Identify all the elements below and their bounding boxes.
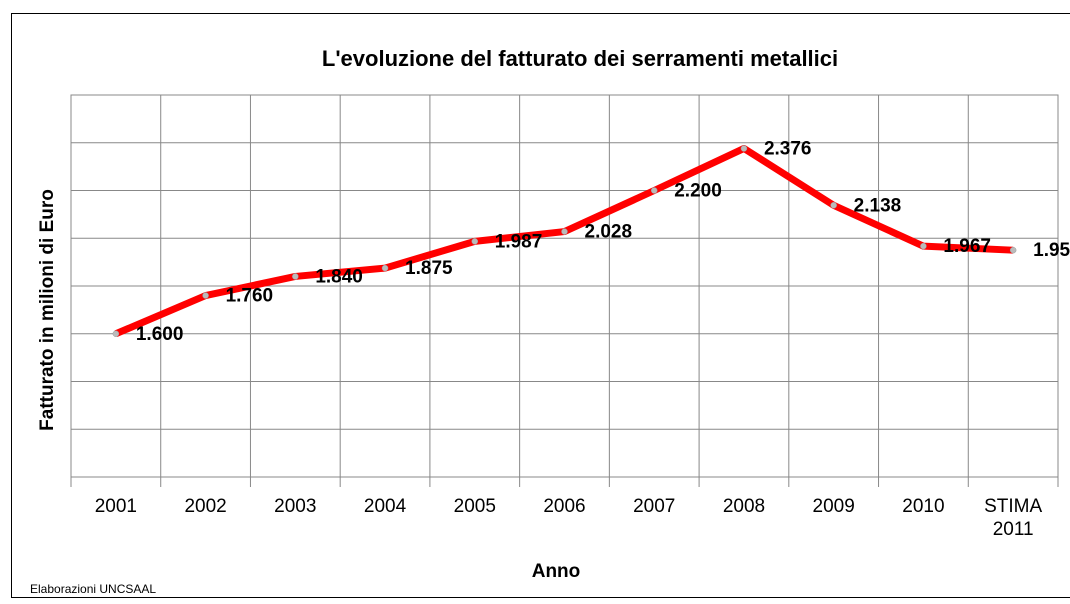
data-label: 1.987 [495, 231, 543, 252]
data-label: 2.028 [585, 222, 633, 243]
x-tick-label: 2002 [184, 496, 227, 517]
chart-border [11, 13, 1070, 598]
data-point [381, 264, 389, 272]
data-point [202, 292, 209, 299]
data-point [471, 238, 479, 245]
data-point [650, 187, 658, 194]
x-tick-label: 2009 [812, 496, 855, 517]
chart-title: L'evoluzione del fatturato dei serrament… [322, 46, 838, 71]
data-label: 1.600 [136, 324, 184, 345]
data-label: 1.840 [315, 266, 363, 287]
data-label: 1.875 [405, 258, 453, 279]
data-point [112, 330, 120, 337]
x-tick-label: 2007 [633, 496, 676, 517]
x-tick-label: 2006 [543, 496, 586, 517]
source-note: Elaborazioni UNCSAAL [30, 582, 156, 596]
data-point [830, 202, 837, 209]
x-tick-label: 2004 [363, 496, 407, 517]
data-point [292, 273, 299, 280]
x-tick-label: 2001 [94, 496, 137, 517]
data-label: 1.967 [943, 236, 991, 257]
data-label: 2.200 [674, 181, 722, 202]
data-label: 1.950 [1033, 240, 1070, 261]
x-tick-label: STIMA 2011 [984, 496, 1043, 540]
x-axis-label: Anno [532, 561, 581, 582]
x-tick-label: 2008 [722, 496, 766, 517]
data-point [1009, 246, 1017, 254]
x-tick-label: 2010 [902, 496, 945, 517]
data-point [920, 242, 927, 250]
data-label: 1.760 [226, 286, 274, 307]
data-point [740, 145, 748, 152]
data-label: 2.376 [764, 138, 812, 159]
x-tick-label: 2003 [274, 496, 317, 517]
data-label: 2.138 [854, 195, 902, 216]
x-tick-label: 2005 [453, 496, 496, 517]
data-point [561, 228, 568, 235]
y-axis-label: Fatturato in milioni di Euro [37, 189, 58, 431]
